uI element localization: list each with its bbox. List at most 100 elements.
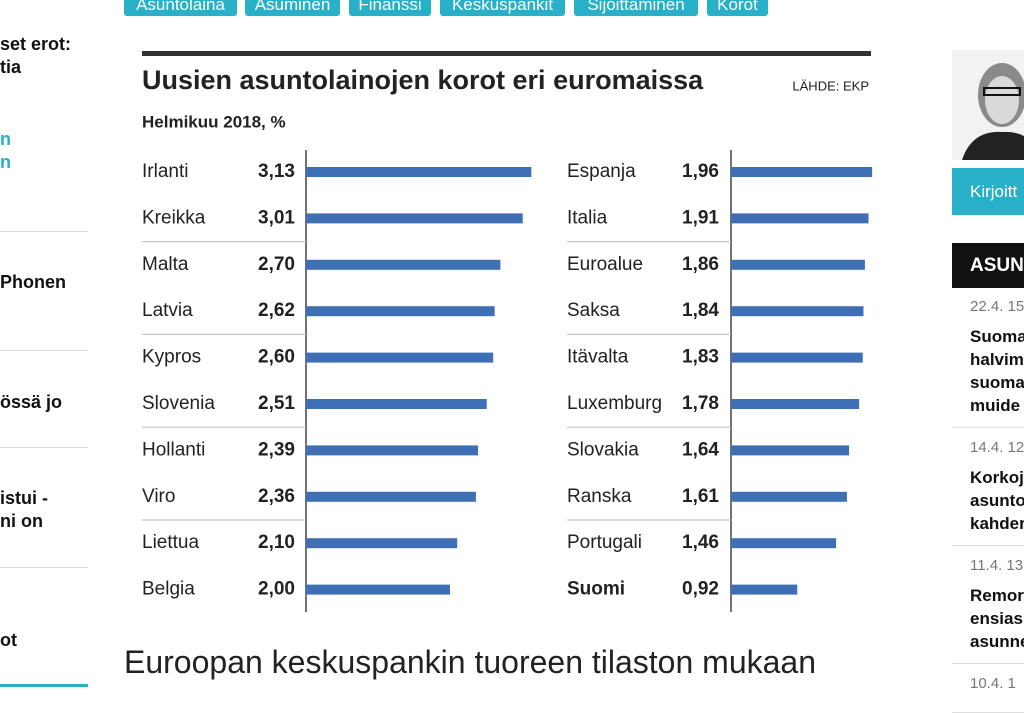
teaser-text[interactable]: n [0, 129, 11, 149]
value-label: 1,61 [682, 486, 719, 507]
teaser-text[interactable]: tia [0, 57, 22, 77]
bar [306, 399, 487, 409]
news-headline[interactable]: ensias [970, 609, 1023, 628]
chart-title: Uusien asuntolainojen korot eri euromais… [142, 65, 704, 95]
category-label: Malta [142, 254, 189, 275]
news-headline[interactable]: suoma [970, 373, 1024, 392]
value-label: 1,64 [682, 439, 719, 460]
bar [731, 399, 860, 409]
value-label: 2,51 [258, 393, 295, 414]
bar [306, 213, 523, 224]
category-label: Liettua [142, 532, 199, 553]
teaser-text[interactable]: Phonen [0, 272, 66, 292]
value-label: 1,46 [682, 532, 719, 553]
bar [731, 167, 873, 177]
separator [952, 427, 1024, 428]
value-label: 1,91 [682, 207, 719, 228]
bar [306, 538, 458, 549]
teaser-text[interactable]: ni on [0, 511, 43, 531]
value-label: 2,00 [258, 579, 295, 600]
write-button[interactable]: Kirjoitt [952, 168, 1024, 215]
news-date[interactable]: 11.4. 13 [970, 557, 1024, 574]
teaser-text[interactable]: istui - [0, 488, 48, 508]
category-label: Ranska [567, 486, 632, 507]
category-label: Irlanti [142, 161, 188, 182]
news-headline[interactable]: asunne [970, 632, 1024, 651]
teaser-text[interactable]: össä jo [0, 392, 63, 412]
category-label: Espanja [567, 161, 636, 182]
separator [0, 684, 88, 687]
category-label: Kreikka [142, 207, 206, 228]
teaser-text[interactable]: set erot: [0, 34, 72, 54]
value-label: 0,92 [682, 579, 719, 600]
tag[interactable]: Korot [707, 0, 768, 16]
author-photo [952, 50, 1024, 160]
separator [0, 350, 88, 351]
infographic: Uusien asuntolainojen korot eri euromais… [142, 51, 873, 612]
top-rule [142, 51, 871, 56]
teaser-text[interactable]: ot [0, 630, 17, 650]
separator [952, 545, 1024, 546]
value-label: 2,39 [258, 439, 295, 460]
separator [0, 447, 88, 448]
news-headline[interactable]: Suoma [970, 327, 1024, 346]
value-label: 1,78 [682, 393, 719, 414]
tag[interactable]: Keskuspankit [440, 0, 565, 16]
category-label: Kypros [142, 347, 201, 368]
bar [731, 584, 798, 595]
tag[interactable]: Asuntolaina [124, 0, 237, 16]
value-label: 1,86 [682, 254, 719, 275]
category-label: Slovakia [567, 439, 639, 460]
bar [306, 584, 450, 595]
bar [306, 259, 501, 270]
category-label: Slovenia [142, 393, 215, 414]
bar [731, 259, 865, 270]
news-date[interactable]: 14.4. 12 [970, 439, 1024, 456]
article-heading: Euroopan keskuspankin tuoreen tilaston m… [124, 644, 816, 680]
value-label: 2,70 [258, 254, 295, 275]
value-label: 2,62 [258, 300, 295, 321]
bar [731, 445, 850, 456]
category-label: Hollanti [142, 439, 205, 460]
category-label: Saksa [567, 300, 620, 321]
news-headline[interactable]: Remor [970, 586, 1024, 605]
value-label: 3,13 [258, 161, 295, 182]
value-label: 1,96 [682, 161, 719, 182]
bar [731, 538, 837, 549]
news-date[interactable]: 10.4. 1 [970, 675, 1016, 692]
category-label: Portugali [567, 532, 642, 553]
separator [0, 567, 88, 568]
bar [731, 306, 864, 317]
category-label: Belgia [142, 579, 195, 600]
value-label: 3,01 [258, 207, 295, 228]
bar [306, 352, 494, 363]
category-label: Italia [567, 207, 608, 228]
chart-source: LÄHDE: EKP [792, 78, 869, 93]
category-label: Suomi [567, 579, 625, 600]
bar [306, 491, 476, 502]
value-label: 2,60 [258, 347, 295, 368]
category-label: Luxemburg [567, 393, 662, 414]
value-label: 1,84 [682, 300, 719, 321]
category-label: Viro [142, 486, 175, 507]
value-label: 2,36 [258, 486, 295, 507]
tag[interactable]: Sijoittaminen [574, 0, 698, 16]
news-headline[interactable]: muide [970, 396, 1021, 415]
tag[interactable]: Finanssi [349, 0, 431, 16]
news-headline[interactable]: asunto [970, 491, 1024, 510]
news-headline[interactable]: halvim [970, 350, 1024, 369]
bar [306, 167, 532, 177]
news-headline[interactable]: kahder [970, 514, 1024, 533]
news-headline[interactable]: Korkoj [970, 468, 1024, 487]
chart-subtitle: Helmikuu 2018, % [142, 112, 286, 131]
tag[interactable]: Asuminen [245, 0, 340, 16]
bar [731, 491, 847, 502]
bar [731, 213, 869, 224]
category-label: Itävalta [567, 347, 629, 368]
category-label: Euroalue [567, 254, 643, 275]
teaser-text[interactable]: n [0, 152, 11, 172]
bar [306, 445, 479, 456]
category-label: Latvia [142, 300, 193, 321]
section-title: ASUN [952, 243, 1024, 288]
news-date[interactable]: 22.4. 15 [970, 298, 1024, 315]
